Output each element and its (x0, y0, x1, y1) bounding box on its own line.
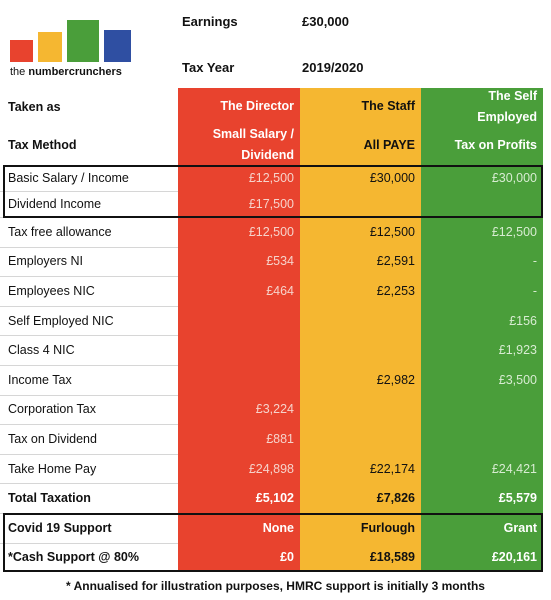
row-label: Tax free allowance (8, 224, 112, 239)
row-label: Class 4 NIC (8, 343, 75, 358)
value-cell: £24,898 (248, 461, 294, 476)
value-cell: £12,500 (248, 224, 294, 239)
row-divider (0, 483, 178, 485)
row-label: Self Employed NIC (8, 313, 114, 328)
row-divider (0, 424, 178, 426)
row-divider (0, 453, 178, 455)
value-cell: Grant (503, 520, 537, 535)
value-cell: £5,579 (498, 491, 537, 506)
value-cell: £2,591 (376, 254, 415, 269)
row-label: Tax on Dividend (8, 431, 97, 446)
header-line: The Self (488, 88, 537, 103)
header-line: Tax on Profits (454, 137, 537, 152)
logo-bar (104, 30, 131, 62)
header-line: Employed (477, 109, 537, 124)
value-cell: £0 (280, 550, 294, 565)
earnings-label: Earnings (182, 14, 238, 29)
value-cell: £22,174 (369, 461, 415, 476)
row-label: Basic Salary / Income (8, 171, 129, 185)
value-cell: £12,500 (491, 224, 537, 239)
header-label: Tax Method (8, 138, 77, 152)
row-divider (0, 394, 178, 396)
column-header: The Staff (300, 88, 421, 125)
value-cell: £17,500 (248, 197, 294, 211)
row-divider (0, 365, 178, 366)
row-label: Employees NIC (8, 283, 95, 298)
value-cell: £156 (509, 313, 537, 328)
value-cell: £3,500 (498, 372, 537, 387)
row-label: Take Home Pay (8, 461, 97, 476)
value-cell: £7,826 (376, 491, 415, 506)
value-cell: £1,923 (498, 343, 537, 358)
row-label: Employers NI (8, 254, 84, 269)
value-cell: Furlough (360, 520, 415, 535)
column-header: The Self Employed (421, 88, 543, 125)
row-label: Total Taxation (8, 491, 91, 506)
row-divider (0, 276, 178, 278)
row-label: *Cash Support @ 80% (8, 550, 139, 565)
value-cell: £12,500 (369, 224, 415, 239)
earnings-value: £30,000 (302, 14, 349, 29)
row-divider (0, 305, 178, 307)
logo-bar (10, 40, 33, 62)
logo-bar (38, 32, 62, 62)
header-line: Small Salary / (212, 127, 294, 141)
logo-word: numbercrunchers (28, 66, 122, 78)
value-cell: £20,161 (491, 550, 537, 565)
value-cell: £24,421 (491, 461, 537, 476)
tax-year-label: Tax Year (182, 60, 235, 75)
footer-note: * Annualised for illustration purposes, … (66, 579, 485, 593)
value-cell: £2,253 (376, 283, 415, 298)
value-cell: £5,102 (255, 491, 294, 506)
value-cell: £2,982 (376, 372, 415, 387)
logo-bar (67, 20, 99, 62)
column-header: All PAYE (300, 125, 421, 165)
row-label: Corporation Tax (8, 402, 97, 417)
value-cell: - (532, 254, 537, 269)
header-line: All PAYE (363, 137, 415, 152)
value-cell: £30,000 (369, 171, 415, 185)
value-cell: £30,000 (491, 171, 537, 185)
value-cell: - (532, 283, 537, 298)
director-column (178, 88, 300, 572)
row-divider (0, 191, 178, 192)
row-label: Covid 19 Support (8, 520, 112, 535)
tax-year-value: 2019/2020 (302, 60, 364, 75)
value-cell: £18,589 (369, 550, 415, 565)
row-label: Income Tax (8, 372, 72, 387)
row-divider (0, 542, 178, 544)
highlight-box (3, 513, 543, 572)
value-cell: £12,500 (248, 171, 294, 185)
value-cell: £464 (266, 283, 294, 298)
self-employed-column (421, 88, 543, 572)
highlight-box (3, 165, 543, 218)
header-line: Dividend (241, 148, 294, 162)
value-cell: £881 (266, 431, 294, 446)
row-label: Dividend Income (8, 197, 102, 211)
column-header: Small Salary / Dividend (178, 125, 300, 165)
logo-word: the (10, 66, 26, 78)
value-cell: £534 (266, 254, 294, 269)
value-cell: None (262, 520, 294, 535)
staff-column (300, 88, 421, 572)
header-line: The Director (220, 99, 294, 113)
row-divider (0, 335, 178, 337)
row-divider (0, 246, 178, 248)
column-header: The Director (178, 88, 300, 125)
header-line: The Staff (361, 99, 415, 113)
header-label: Taken as (8, 99, 61, 114)
column-header: Tax on Profits (421, 125, 543, 165)
logo-text: the numbercrunchers (10, 66, 122, 78)
value-cell: £3,224 (255, 402, 294, 417)
